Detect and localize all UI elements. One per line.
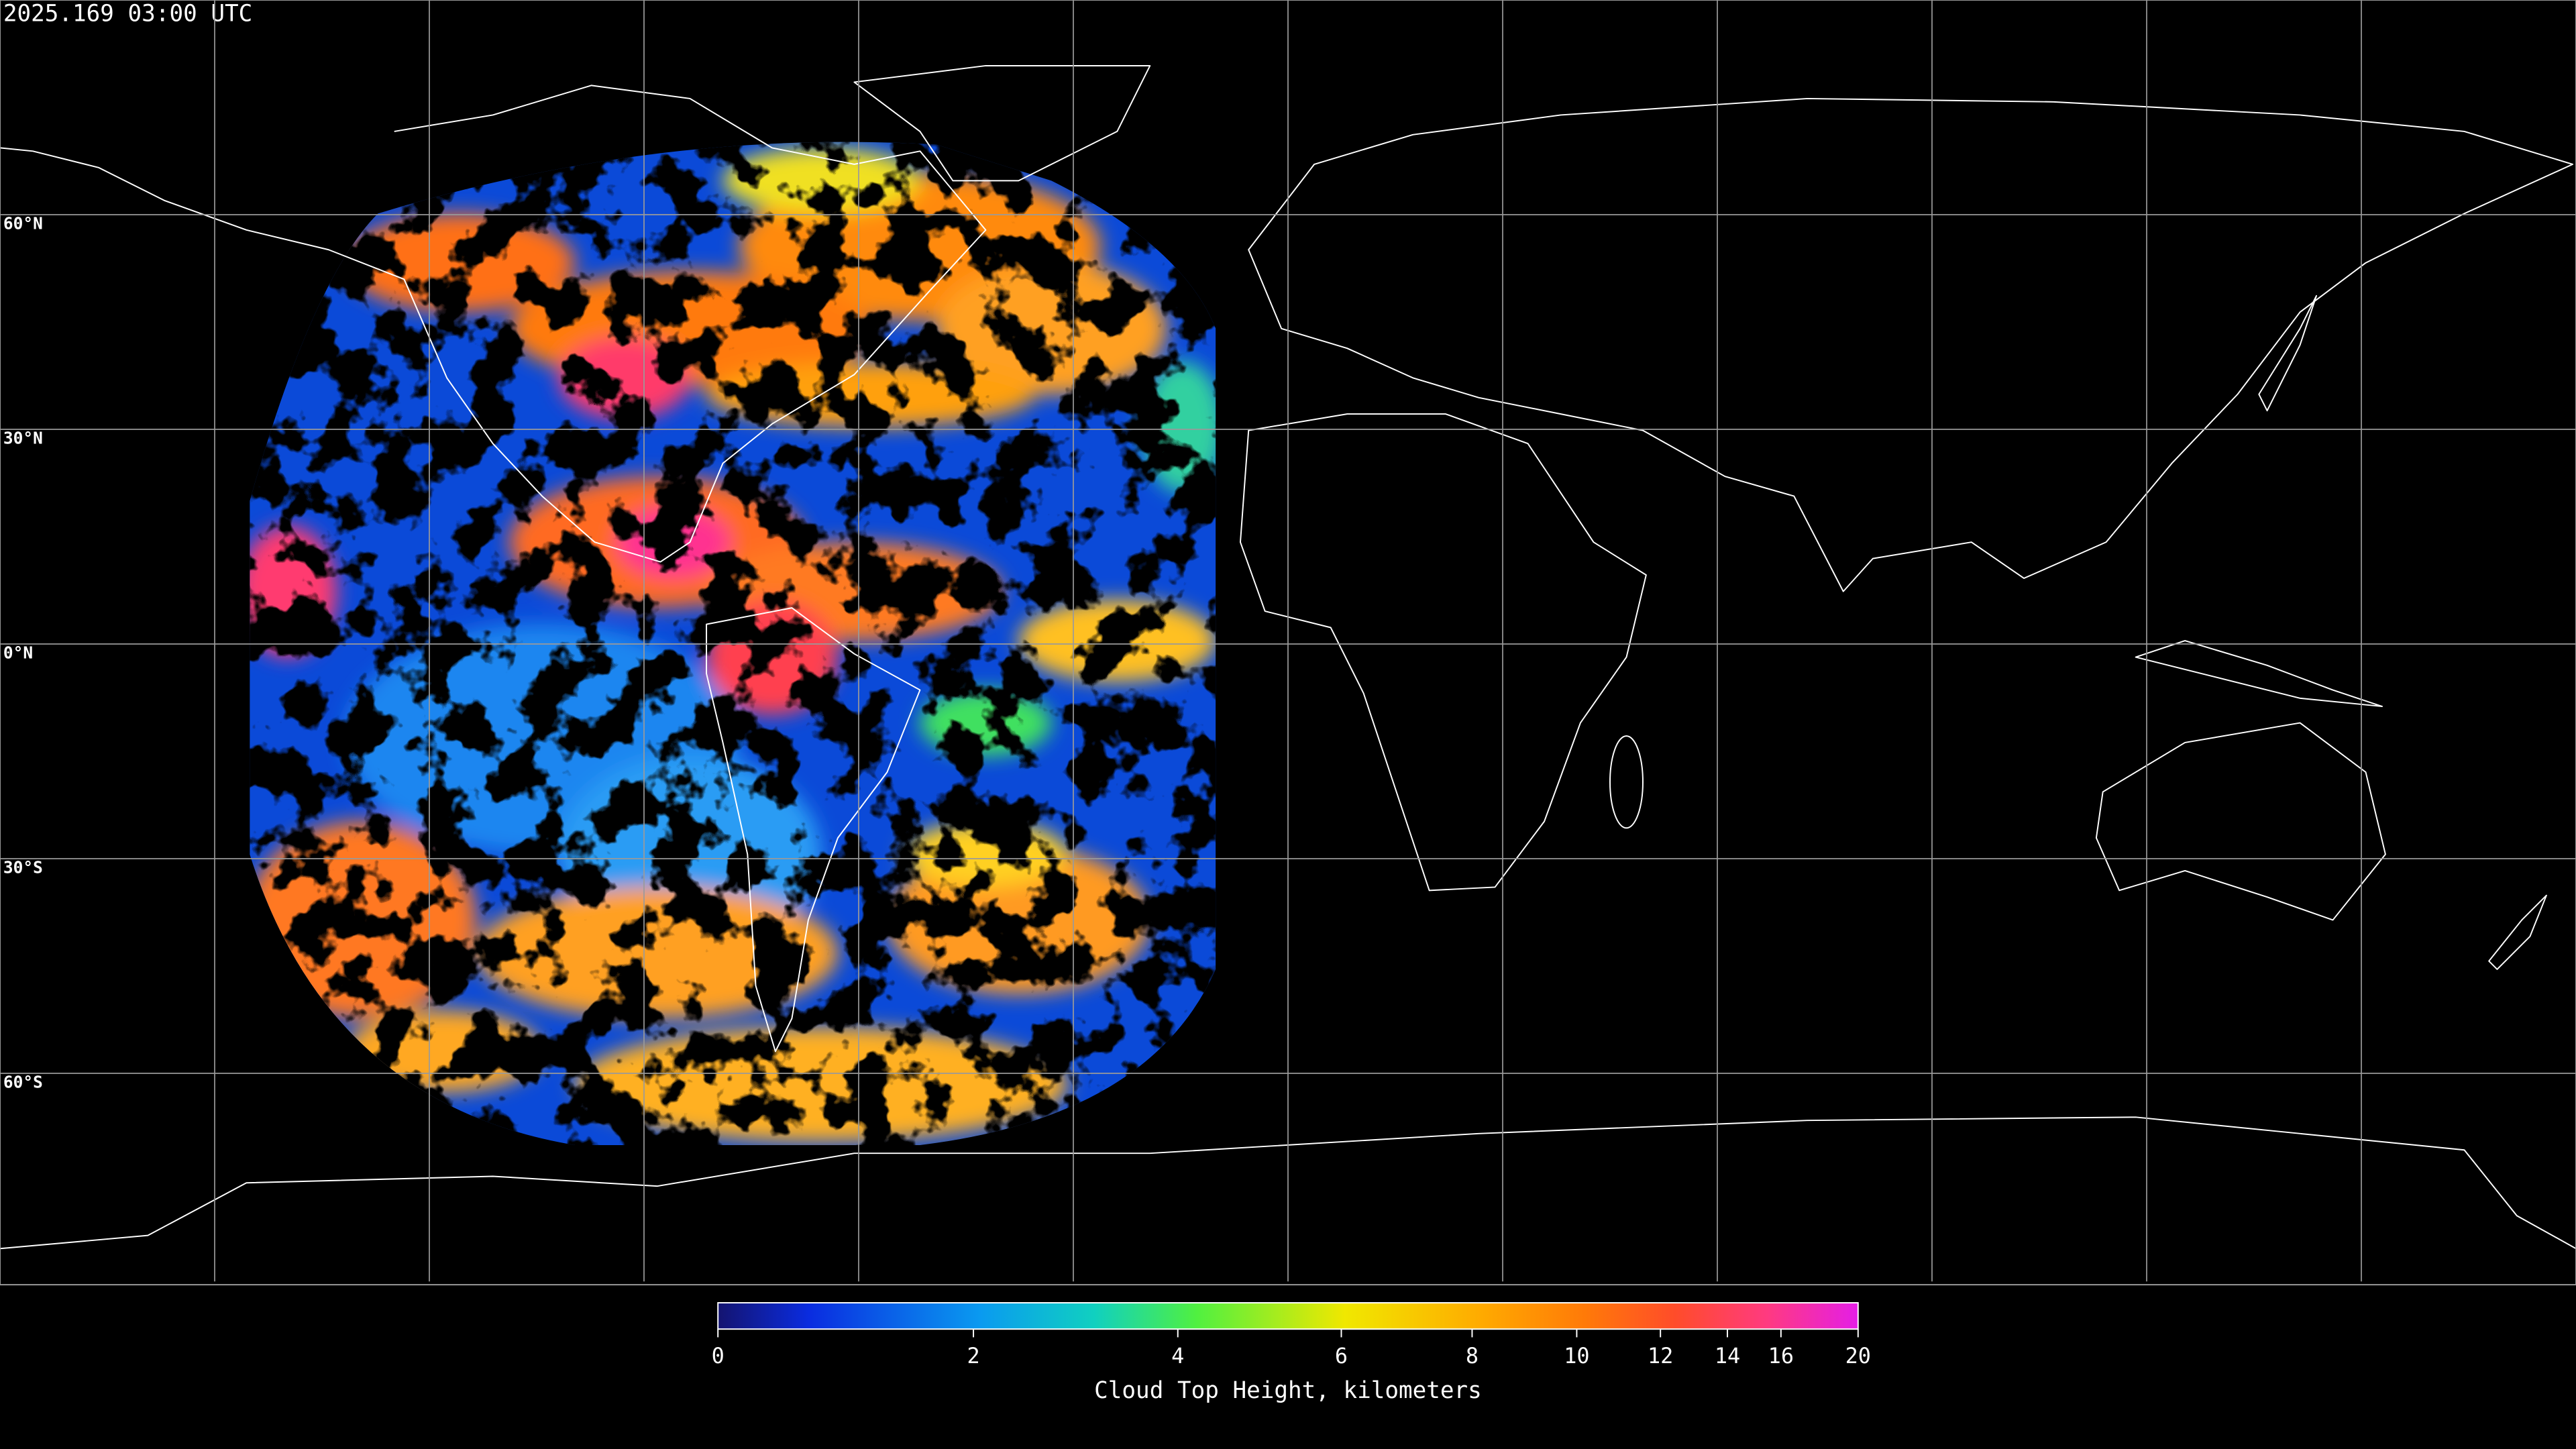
lat-label: 60°S [3, 1073, 43, 1092]
lat-label: 30°S [3, 858, 43, 877]
colorbar-tick-label: 0 [712, 1343, 724, 1368]
colorbar-tick-label: 4 [1171, 1343, 1184, 1368]
colorbar-tick-label: 8 [1466, 1343, 1479, 1368]
lat-label: 0°N [3, 643, 33, 663]
map-frame [0, 0, 2576, 1286]
timestamp: 2025.169 03:00 UTC [3, 1, 252, 28]
lat-label: 60°N [3, 214, 43, 233]
colorbar-tick-label: 2 [967, 1343, 979, 1368]
colorbar-tick-label: 20 [1845, 1343, 1871, 1368]
colorbar-label: Cloud Top Height, kilometers [1094, 1377, 1482, 1404]
colorbar-tick-label: 16 [1768, 1343, 1794, 1368]
colorbar [717, 1302, 1859, 1330]
colorbar-tick-label: 6 [1335, 1343, 1348, 1368]
colorbar-tick-label: 12 [1648, 1343, 1673, 1368]
satellite-imagery [250, 142, 1216, 1145]
colorbar-tick-label: 14 [1715, 1343, 1740, 1368]
coastlines [0, 64, 2576, 1250]
colorbar-tick-label: 10 [1564, 1343, 1589, 1368]
lat-label: 30°N [3, 429, 43, 448]
